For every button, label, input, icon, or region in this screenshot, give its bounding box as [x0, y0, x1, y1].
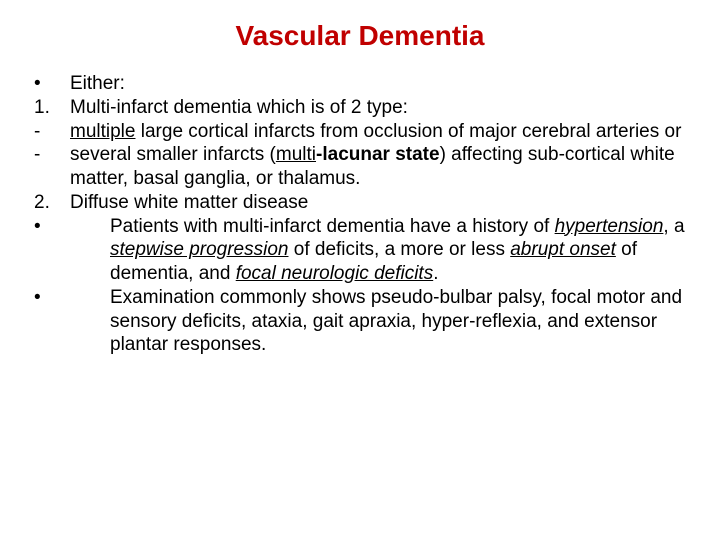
list-item: • Examination commonly shows pseudo-bulb… — [30, 286, 690, 357]
item-text: Diffuse white matter disease — [70, 191, 690, 215]
marker: 2. — [30, 191, 70, 215]
item-text: Examination commonly shows pseudo-bulbar… — [70, 286, 690, 357]
item-text: Patients with multi-infarct dementia hav… — [70, 215, 690, 286]
item-text: Multi-infarct dementia which is of 2 typ… — [70, 96, 690, 120]
item-text: Either: — [70, 72, 690, 96]
list-item: - several smaller infarcts (multi-lacuna… — [30, 143, 690, 191]
list-item: 1. Multi-infarct dementia which is of 2 … — [30, 96, 690, 120]
slide-content: • Either: 1. Multi-infarct dementia whic… — [30, 72, 690, 357]
marker: • — [30, 72, 70, 96]
item-text: several smaller infarcts (multi-lacunar … — [70, 143, 690, 191]
list-item: • Either: — [30, 72, 690, 96]
list-item: 2. Diffuse white matter disease — [30, 191, 690, 215]
item-text: multiple large cortical infarcts from oc… — [70, 120, 690, 144]
marker: - — [30, 120, 70, 144]
list-item: - multiple large cortical infarcts from … — [30, 120, 690, 144]
marker: - — [30, 143, 70, 191]
marker: 1. — [30, 96, 70, 120]
slide-title: Vascular Dementia — [30, 20, 690, 52]
list-item: • Patients with multi-infarct dementia h… — [30, 215, 690, 286]
marker: • — [30, 286, 70, 357]
marker: • — [30, 215, 70, 286]
